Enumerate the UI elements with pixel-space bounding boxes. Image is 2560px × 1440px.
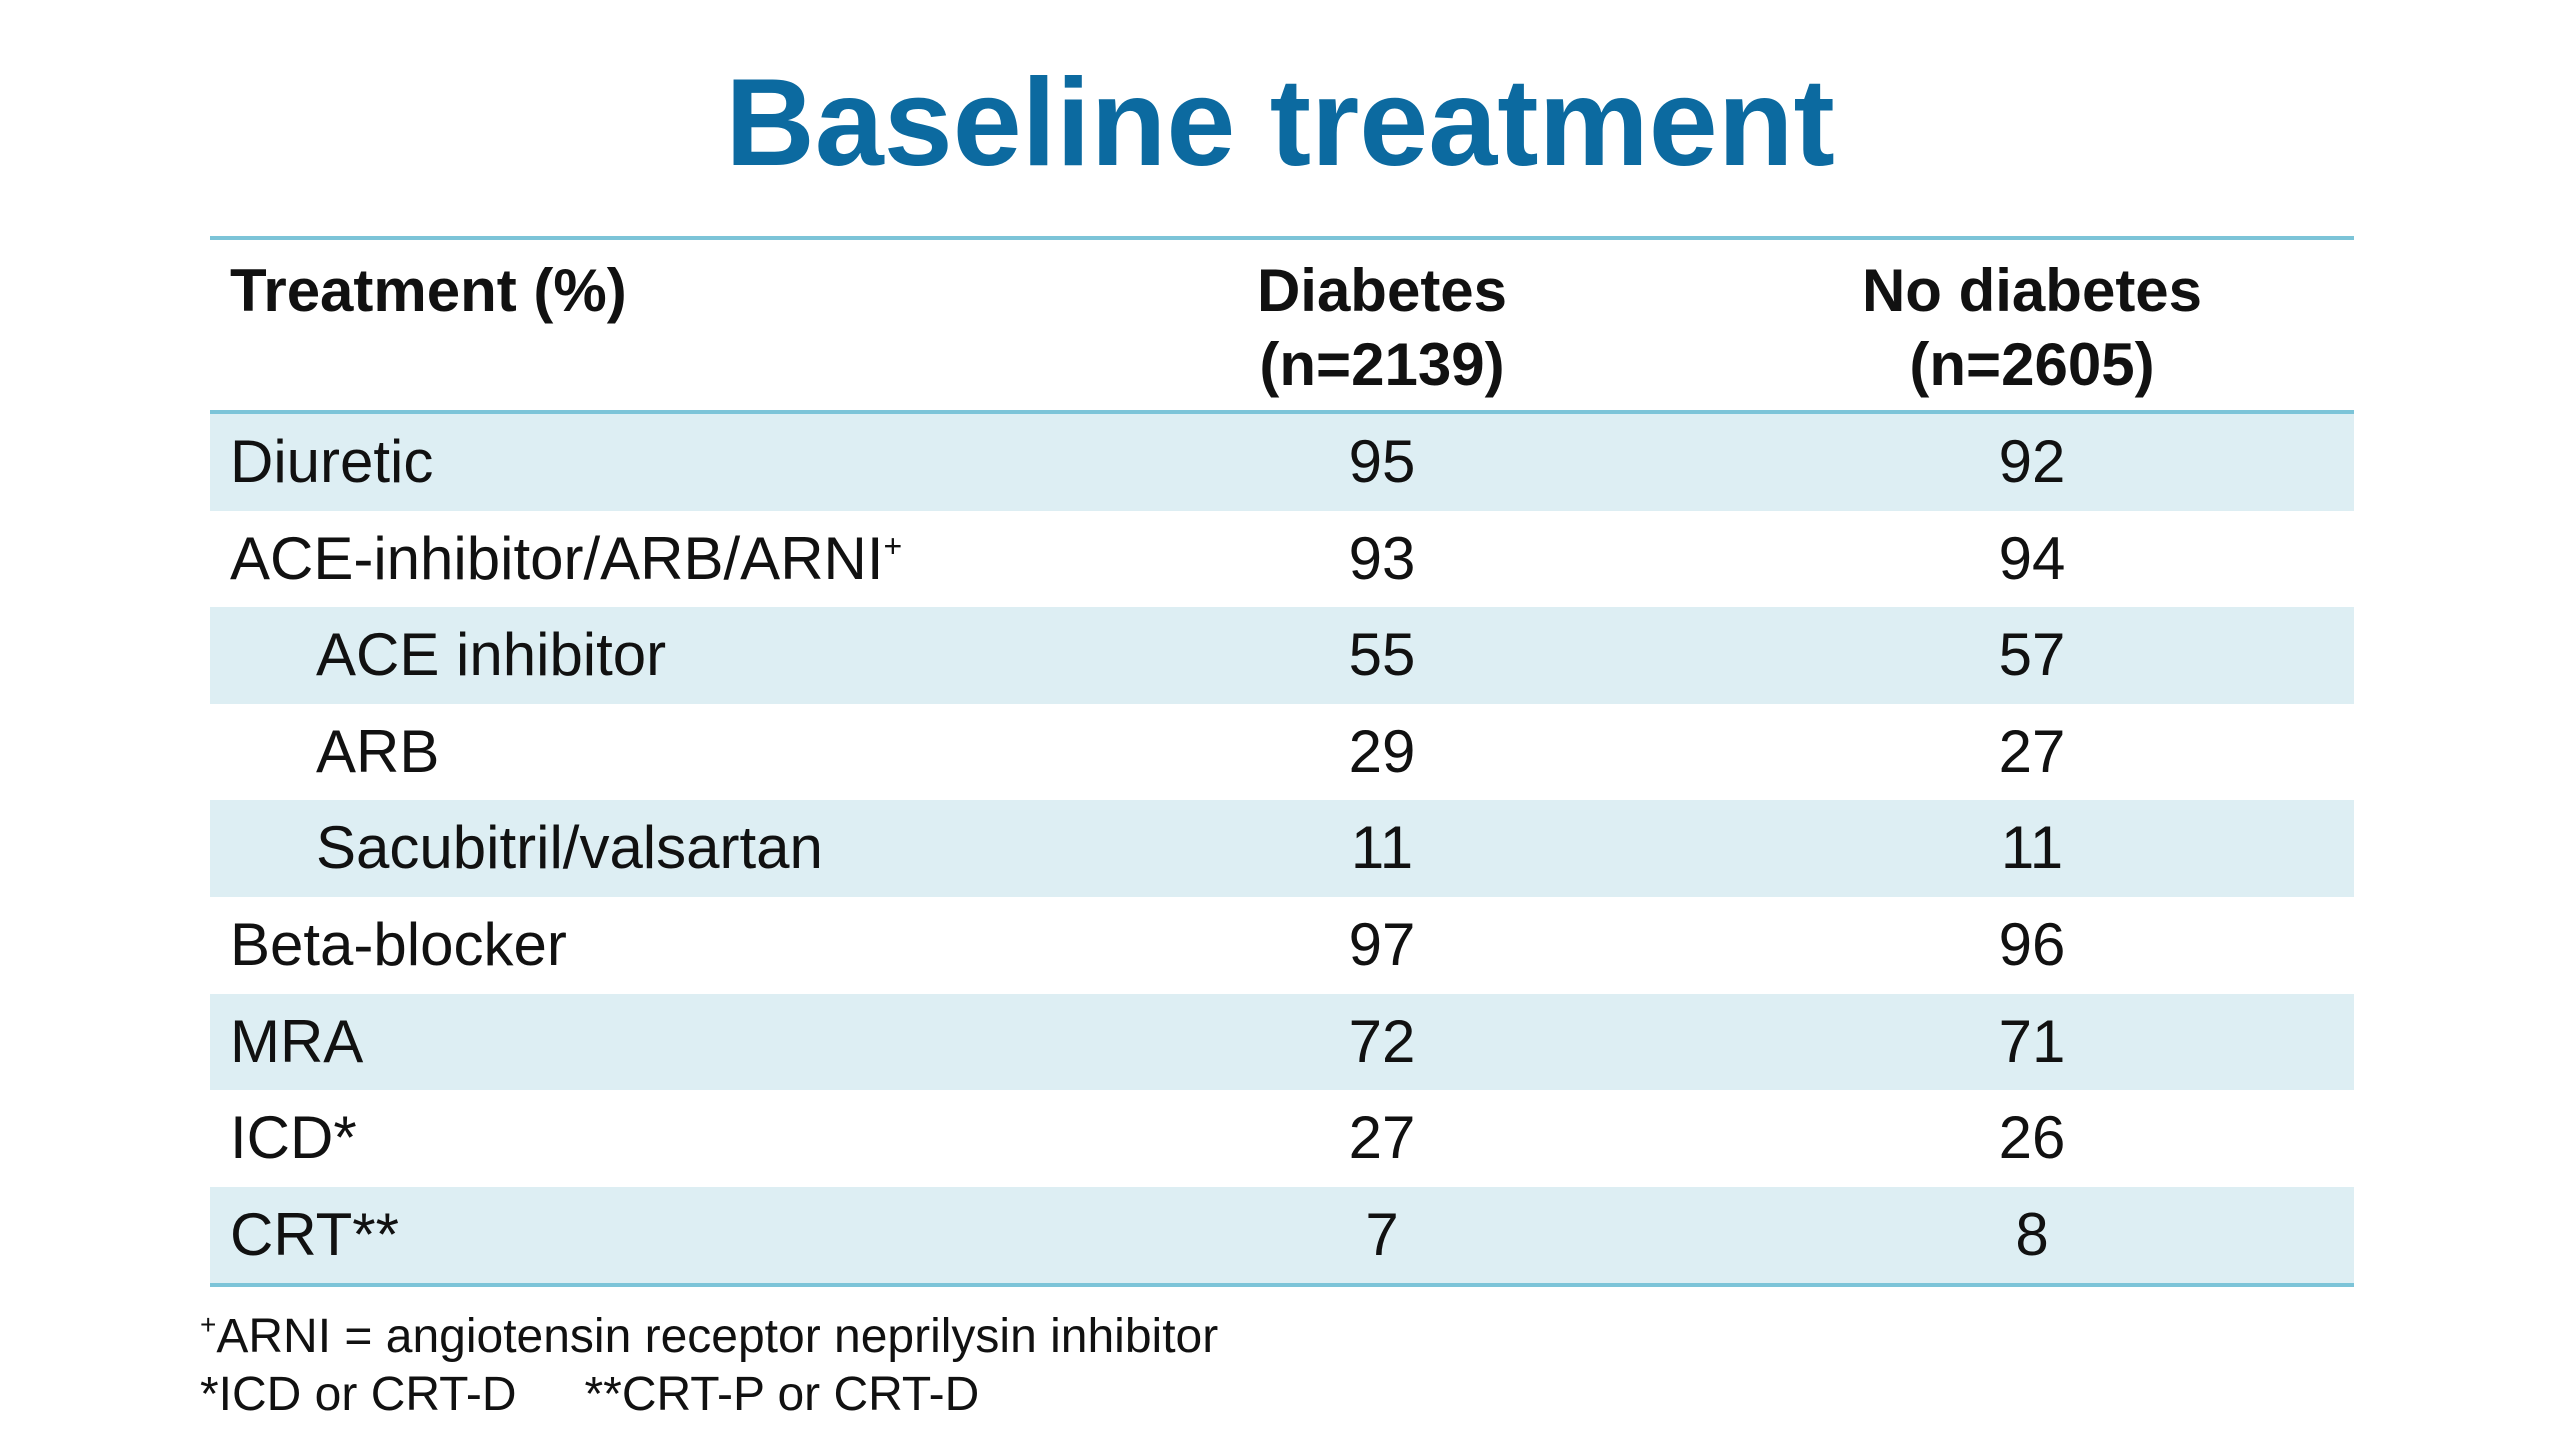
row-label: Diuretic <box>230 414 433 511</box>
table-row: ACE-inhibitor/ARB/ARNI+ 93 94 <box>210 511 2354 608</box>
header-diabetes-label: Diabetes <box>1256 257 1508 324</box>
row-label: ARB <box>316 704 439 801</box>
row-label-text: MRA <box>230 1007 364 1075</box>
no-diabetes-value: 8 <box>2015 1200 2049 1268</box>
row-label-text: Diuretic <box>230 428 434 495</box>
table-row: ICD* 27 26 <box>210 1090 2354 1187</box>
diabetes-value: 55 <box>1348 621 1416 689</box>
diabetes-value: 29 <box>1348 717 1416 785</box>
footnotes: +ARNI = angiotensin receptor neprilysin … <box>200 1308 1218 1424</box>
row-label: Sacubitril/valsartan <box>316 800 823 897</box>
table-row: Beta-blocker 97 96 <box>210 897 2354 994</box>
diabetes-value: 7 <box>1365 1200 1399 1268</box>
row-label: MRA <box>230 994 363 1091</box>
row-label-text: Sacubitril/valsartan <box>316 814 823 882</box>
row-label: ICD* <box>230 1090 357 1187</box>
header-diabetes: Diabetes (n=2139) <box>1082 254 1682 402</box>
footnote-devices: *ICD or CRT-D **CRT-P or CRT-D <box>200 1366 1218 1424</box>
diabetes-value: 11 <box>1350 814 1414 882</box>
no-diabetes-value: 96 <box>1998 910 2066 978</box>
diabetes-value: 97 <box>1348 910 1416 978</box>
table-row: CRT** 7 8 <box>210 1186 2354 1284</box>
table-row: ARB 29 27 <box>210 704 2354 801</box>
row-label: CRT** <box>230 1187 399 1284</box>
no-diabetes-value: 71 <box>1998 1007 2066 1075</box>
row-label-mark: + <box>883 527 903 564</box>
footnote-icd: *ICD or CRT-D <box>200 1368 517 1421</box>
no-diabetes-value: 94 <box>1998 524 2066 592</box>
no-diabetes-value: 92 <box>1998 428 2066 495</box>
diabetes-value: 95 <box>1348 428 1416 495</box>
row-label-text: Beta-blocker <box>230 910 567 978</box>
footnote-arni-mark: + <box>200 1309 217 1340</box>
header-treatment: Treatment (%) <box>230 257 627 324</box>
row-label-text: CRT** <box>230 1200 399 1268</box>
baseline-treatment-table: Treatment (%) Diabetes (n=2139) No diabe… <box>210 236 2354 1288</box>
row-label-text: ACE-inhibitor/ARB/ARNI <box>230 524 884 592</box>
diabetes-value: 93 <box>1348 524 1416 592</box>
header-no-diabetes: No diabetes (n=2605) <box>1732 254 2332 402</box>
header-diabetes-n: (n=2139) <box>1259 331 1505 398</box>
table-row: Diuretic 95 92 <box>210 414 2354 511</box>
row-label: Beta-blocker <box>230 897 567 994</box>
no-diabetes-value: 26 <box>1998 1104 2066 1172</box>
header-no-diabetes-n: (n=2605) <box>1909 331 2155 398</box>
footnote-arni-text: ARNI = angiotensin receptor neprilysin i… <box>216 1310 1219 1363</box>
footnote-arni: +ARNI = angiotensin receptor neprilysin … <box>200 1308 1218 1366</box>
table-row: MRA 72 71 <box>210 993 2354 1091</box>
no-diabetes-value: 27 <box>1998 717 2066 785</box>
row-label-text: ICD* <box>230 1104 357 1172</box>
table-row: ACE inhibitor 55 57 <box>210 607 2354 704</box>
row-label-text: ACE inhibitor <box>316 621 667 689</box>
table-header: Treatment (%) Diabetes (n=2139) No diabe… <box>210 240 2354 414</box>
footnote-crt: **CRT-P or CRT-D <box>584 1368 980 1421</box>
row-label: ACE inhibitor <box>316 607 666 704</box>
row-label-text: ARB <box>316 717 440 785</box>
table-body: Diuretic 95 92 ACE-inhibitor/ARB/ARNI+ 93 94 A… <box>210 414 2354 1284</box>
row-label: ACE-inhibitor/ARB/ARNI+ <box>230 511 902 608</box>
diabetes-value: 27 <box>1348 1104 1416 1172</box>
slide-title: Baseline treatment <box>725 54 1835 192</box>
no-diabetes-value: 11 <box>2000 814 2064 882</box>
header-no-diabetes-label: No diabetes <box>1861 257 2203 324</box>
diabetes-value: 72 <box>1348 1007 1416 1075</box>
table-row: Sacubitril/valsartan 11 11 <box>210 800 2354 897</box>
no-diabetes-value: 57 <box>1998 621 2066 689</box>
